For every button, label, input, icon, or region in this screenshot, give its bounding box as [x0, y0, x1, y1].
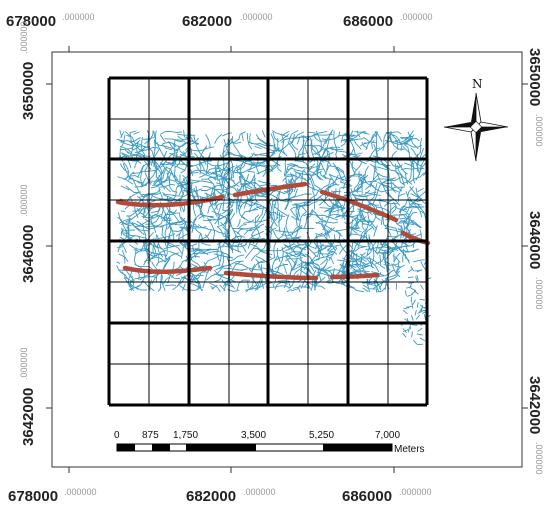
- y-coord-decimals: .000000: [19, 184, 29, 217]
- drainage-lines: [116, 129, 432, 346]
- bottom-coordinate-labels: 678000 .000000 682000 .000000 686000 .00…: [8, 487, 432, 505]
- x-coord-label: 686000: [343, 13, 393, 30]
- scale-bar: 0 875 1,750 3,500 5,250 7,000 Meters: [114, 430, 425, 455]
- x-coord-decimals: .000000: [243, 487, 276, 497]
- y-coord-decimals: .000000: [19, 347, 29, 380]
- y-coord-label: 3646000: [20, 225, 37, 283]
- scale-tick-label: 7,000: [375, 430, 400, 441]
- x-coord-label: 682000: [186, 488, 236, 505]
- scale-unit-label: Meters: [394, 444, 425, 455]
- north-arrow-icon: N: [443, 77, 509, 162]
- x-coord-decimals: .000000: [240, 12, 273, 22]
- scale-tick-label: 5,250: [309, 430, 334, 441]
- y-coord-decimals: .000000: [19, 21, 29, 54]
- right-coordinate-labels: 3650000 .000000 3646000 .000000 3642000 …: [526, 48, 544, 475]
- x-coord-decimals: .000000: [400, 12, 433, 22]
- x-coord-label: 682000: [182, 13, 232, 30]
- x-coord-decimals: .000000: [64, 487, 97, 497]
- fault-line: [319, 189, 399, 223]
- y-coord-label: 3646000: [526, 211, 543, 269]
- y-coord-label: 3642000: [526, 376, 543, 434]
- scale-tick-label: 875: [142, 430, 159, 441]
- fault-line: [232, 181, 308, 198]
- top-coordinate-labels: 678000 .000000 682000 .000000 686000 .00…: [6, 12, 433, 30]
- y-coord-decimals: .000000: [534, 442, 544, 475]
- x-coord-decimals: .000000: [62, 12, 95, 22]
- y-coord-decimals: .000000: [534, 114, 544, 147]
- y-coord-label: 3642000: [20, 388, 37, 446]
- y-coord-decimals: .000000: [534, 277, 544, 310]
- drainage-network: [116, 129, 432, 346]
- x-coord-label: 686000: [342, 488, 392, 505]
- x-coord-label: 678000: [8, 488, 58, 505]
- x-coord-label: 678000: [6, 13, 56, 30]
- scale-tick-label: 0: [114, 430, 120, 441]
- coordinate-ticks: [46, 46, 528, 473]
- map-grid: [107, 76, 429, 407]
- fault-line: [122, 265, 213, 274]
- left-coordinate-labels: 3650000 .000000 3646000 .000000 3642000 …: [19, 21, 37, 446]
- scale-tick-label: 3,500: [241, 430, 266, 441]
- fault-line: [329, 272, 380, 280]
- north-label: N: [472, 77, 483, 91]
- scale-tick-label: 1,750: [173, 430, 198, 441]
- x-coord-decimals: .000000: [399, 487, 432, 497]
- y-coord-label: 3650000: [526, 48, 543, 106]
- fault-line: [115, 194, 225, 208]
- y-coord-label: 3650000: [20, 62, 37, 120]
